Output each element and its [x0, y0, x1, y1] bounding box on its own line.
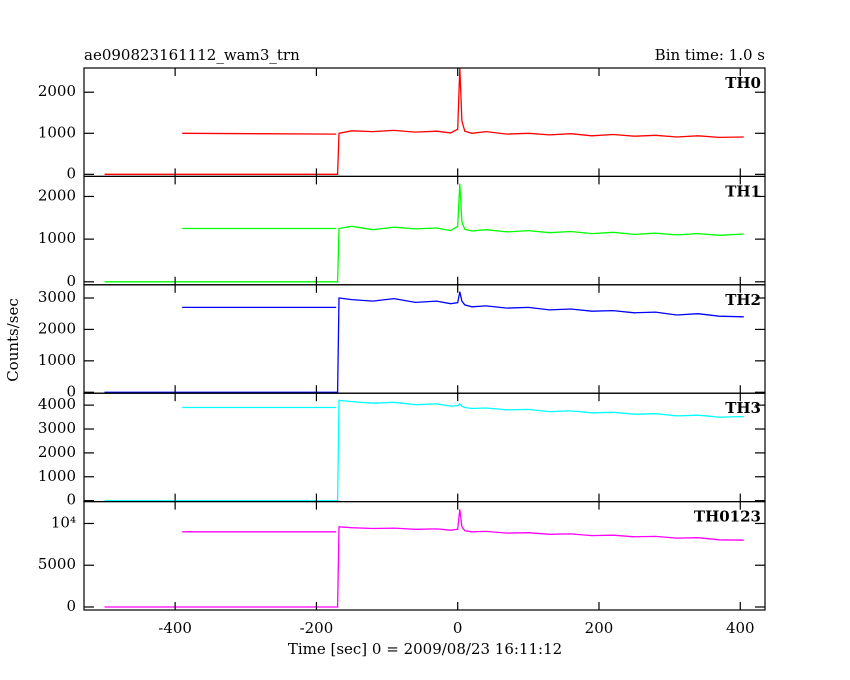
chart-title: ae090823161112_wam3_trn [84, 46, 300, 64]
y-tick-label: 3000 [38, 419, 76, 437]
bin-time: Bin time: 1.0 s [655, 46, 765, 64]
panel-label: TH3 [725, 399, 761, 417]
y-tick-label: 1000 [38, 123, 76, 141]
y-tick-label: 2000 [38, 319, 76, 337]
panel-frame [83, 67, 766, 178]
y-tick-label: 10⁴ [51, 513, 76, 531]
light-curve [104, 399, 744, 502]
y-tick-label: 3000 [38, 288, 76, 306]
y-axis-label: Counts/sec [4, 298, 22, 382]
x-tick-label: 0 [453, 619, 463, 637]
y-tick-label: 2000 [38, 443, 76, 461]
y-tick-label: 0 [66, 272, 76, 290]
y-tick-label: 1000 [38, 467, 76, 485]
x-tick-label: 400 [726, 619, 755, 637]
panel-label: TH1 [725, 182, 761, 200]
y-tick-label: 1000 [38, 351, 76, 369]
y-tick-label: 0 [66, 491, 76, 509]
panel-frame [83, 392, 766, 503]
light-curve [104, 183, 744, 283]
x-tick-label: -200 [300, 619, 334, 637]
panel-frame [83, 284, 766, 394]
x-tick-label: 200 [585, 619, 614, 637]
panel-label: TH0 [725, 74, 761, 92]
light-curve [104, 291, 744, 393]
x-axis-label: Time [sec] 0 = 2009/08/23 16:11:12 [288, 640, 562, 658]
y-tick-label: 0 [66, 164, 76, 182]
x-tick-label: -400 [158, 619, 192, 637]
y-tick-label: 1000 [38, 229, 76, 247]
light-curve [104, 509, 744, 608]
panel-frame [83, 501, 766, 611]
y-tick-label: 5000 [38, 555, 76, 573]
y-tick-label: 2000 [38, 186, 76, 204]
y-tick-label: 0 [66, 597, 76, 615]
y-tick-label: 2000 [38, 82, 76, 100]
y-tick-label: 4000 [38, 395, 76, 413]
panel-frame [83, 175, 766, 286]
panel-label: TH2 [725, 291, 761, 309]
light-curve [104, 68, 744, 175]
panel-label: TH0123 [694, 508, 761, 526]
y-tick-label: 0 [66, 382, 76, 400]
